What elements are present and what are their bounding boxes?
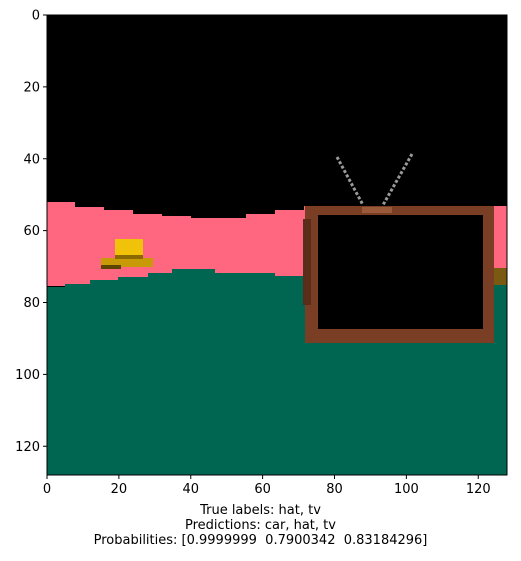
true-labels-text: True labels: hat, tv (200, 503, 321, 518)
y-tick-label: 20 (23, 80, 40, 95)
x-tick-label: 100 (394, 482, 419, 497)
x-tick-label: 20 (111, 482, 128, 497)
image-area (47, 15, 507, 475)
tv-frame-highlight (362, 207, 392, 213)
hat-band (115, 255, 143, 259)
right-edge-object (494, 268, 507, 285)
y-axis: 0 20 40 60 80 100 120 (15, 9, 47, 455)
axes-frame (46, 14, 508, 476)
hat-shadow (101, 265, 121, 269)
hat-brim (101, 258, 153, 267)
tv-antenna-left (335, 156, 365, 206)
caption: True labels: hat, tv Predictions: car, h… (0, 503, 521, 548)
x-tick-label: 80 (326, 482, 343, 497)
y-tick-label: 80 (23, 296, 40, 311)
tv-frame-shade (303, 219, 311, 305)
x-tick-label: 120 (466, 482, 491, 497)
probabilities-text: Probabilities: [0.9999999 0.7900342 0.83… (93, 533, 428, 548)
x-tick-label: 40 (182, 482, 199, 497)
tv (303, 153, 494, 343)
predictions-text: Predictions: car, hat, tv (185, 518, 336, 533)
x-axis: 0 20 40 60 80 100 120 (43, 475, 491, 497)
hat (101, 239, 153, 269)
figure: 0 20 40 60 80 100 120 0 20 40 60 80 100 120 (15, 9, 508, 497)
y-tick-label: 120 (15, 440, 40, 455)
tv-screen (318, 215, 483, 329)
y-tick-label: 60 (23, 224, 40, 239)
x-tick-label: 0 (43, 482, 51, 497)
y-tick-label: 40 (23, 152, 40, 167)
hat-crown (115, 239, 143, 259)
y-tick-label: 0 (32, 9, 40, 24)
y-tick-label: 100 (15, 368, 40, 383)
x-tick-label: 60 (254, 482, 271, 497)
